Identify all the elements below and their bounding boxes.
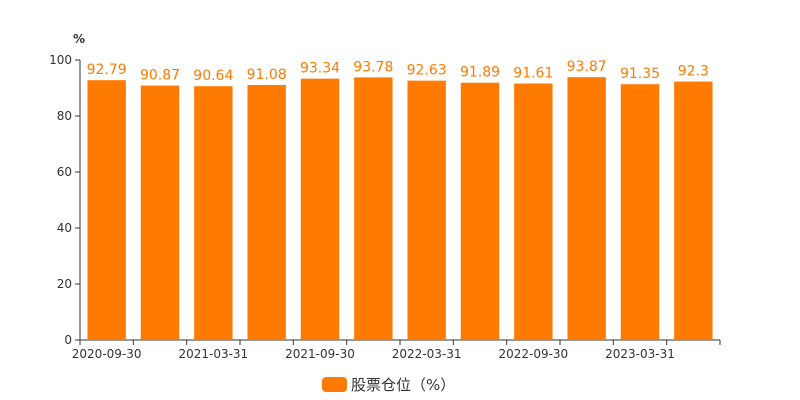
legend[interactable]: 股票仓位（%）	[322, 376, 455, 394]
bar-value-label: 91.89	[460, 65, 500, 81]
bar[interactable]	[407, 80, 446, 341]
bar-value-label: 93.78	[353, 59, 393, 75]
x-tick-label: 2022-09-30	[498, 347, 568, 361]
bar-value-label: 91.61	[513, 65, 553, 81]
bar[interactable]	[140, 85, 180, 341]
x-axis: 2020-09-30 2021-03-31 2021-09-30 2022-03-31…	[72, 339, 721, 361]
bar-value-label: 90.87	[140, 68, 180, 84]
y-tick-label: 20	[57, 277, 72, 291]
y-axis-unit-label: %	[73, 32, 85, 46]
bar[interactable]	[460, 82, 500, 340]
legend-label[interactable]: 股票仓位（%）	[351, 376, 455, 394]
bar-value-label: 93.87	[567, 59, 607, 75]
bar-value-label: 91.35	[620, 66, 660, 82]
bar[interactable]	[674, 81, 713, 340]
y-tick-label: 40	[57, 221, 72, 235]
bar[interactable]	[354, 77, 393, 340]
data-labels-group: 92.79 90.87 90.64 91.08 93.34 93.78 92.63 91.89…	[87, 59, 709, 84]
x-tick-label: 2022-03-31	[392, 347, 462, 361]
x-tick-label: 2023-03-31	[605, 347, 675, 361]
x-tick-label: 2020-09-30	[72, 347, 142, 361]
bar-value-label: 93.34	[300, 61, 340, 77]
bar-value-label: 91.08	[247, 67, 287, 83]
legend-swatch[interactable]	[322, 377, 347, 392]
y-tick-label: 0	[64, 333, 72, 347]
bar[interactable]	[194, 86, 233, 340]
bar[interactable]	[300, 78, 340, 340]
y-axis: 0 20 40 60 80 100	[49, 53, 81, 347]
bar-value-label: 92.79	[87, 62, 127, 78]
x-tick-label: 2021-09-30	[285, 347, 355, 361]
bar-value-label: 90.64	[193, 68, 233, 84]
bar[interactable]	[514, 83, 553, 340]
y-tick-label: 60	[57, 165, 72, 179]
bar[interactable]	[620, 84, 660, 340]
bar-value-label: 92.63	[407, 63, 447, 79]
bars-group	[87, 77, 713, 341]
bar[interactable]	[247, 84, 286, 340]
bar[interactable]	[87, 80, 126, 341]
bar-value-label: 92.3	[678, 64, 709, 80]
y-tick-label: 80	[57, 109, 72, 123]
bar[interactable]	[567, 77, 606, 340]
x-tick-label: 2021-03-31	[178, 347, 248, 361]
y-tick-label: 100	[49, 53, 72, 67]
